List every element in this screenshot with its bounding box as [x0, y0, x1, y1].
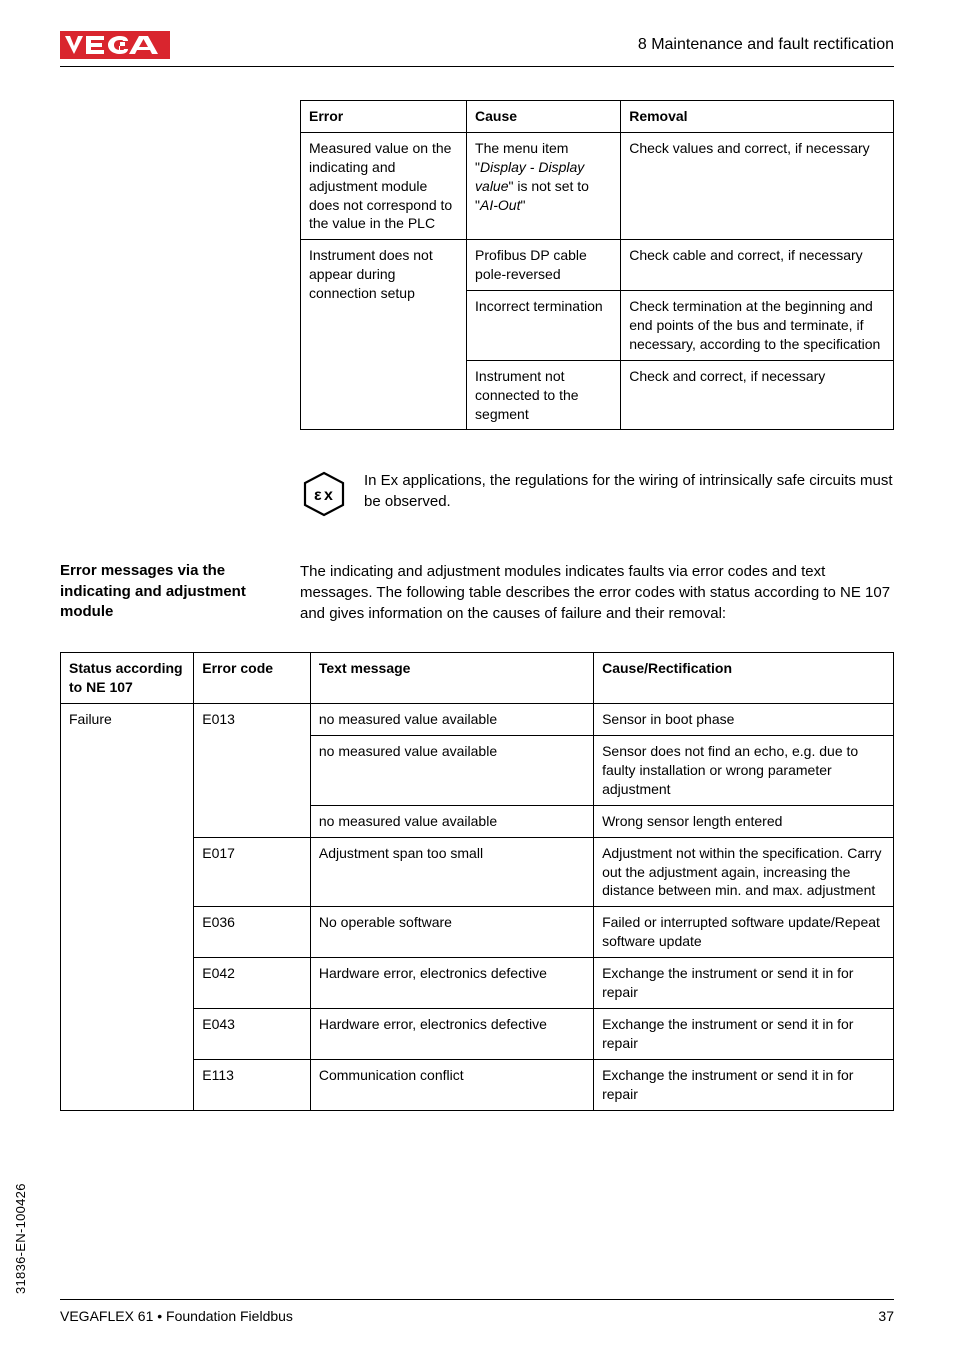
cell-msg: Hardware error, electronics defective — [310, 958, 593, 1009]
ex-note-row: ε x In Ex applications, the regulations … — [300, 470, 894, 521]
footer-page-number: 37 — [878, 1308, 894, 1324]
page-footer: VEGAFLEX 61 • Foundation Fieldbus 37 — [60, 1299, 894, 1324]
cell-rect: Exchange the instrument or send it in fo… — [594, 958, 894, 1009]
footer-left: VEGAFLEX 61 • Foundation Fieldbus — [60, 1308, 293, 1324]
col-code: Error code — [194, 653, 311, 704]
header-rule — [60, 66, 894, 67]
table-row: Failure E013 no measured value available… — [61, 704, 894, 736]
cell-msg: Communication conflict — [310, 1059, 593, 1110]
cell-cause: Instrument not connected to the segment — [467, 360, 621, 430]
footer-rule — [60, 1299, 894, 1300]
cell-msg: no measured value available — [310, 805, 593, 837]
table-row: Measured value on the indicating and adj… — [301, 132, 894, 239]
cell-rect: Exchange the instrument or send it in fo… — [594, 1008, 894, 1059]
cell-rect: Wrong sensor length entered — [594, 805, 894, 837]
status-table-wrap: Status according to NE 107 Error code Te… — [60, 652, 894, 1110]
document-id-sideways: 31836-EN-100426 — [13, 1183, 28, 1294]
cell-rect: Sensor does not find an echo, e.g. due t… — [594, 736, 894, 806]
ex-note-text: In Ex applications, the regulations for … — [364, 470, 894, 512]
col-cause: Cause — [467, 101, 621, 133]
cell-cause: Profibus DP cable pole-reversed — [467, 240, 621, 291]
cell-error: Measured value on the indicating and adj… — [301, 132, 467, 239]
vega-logo-icon — [60, 30, 170, 60]
cell-rect: Failed or interrupted software update/Re… — [594, 907, 894, 958]
cell-msg: Hardware error, electronics defective — [310, 1008, 593, 1059]
svg-text:x: x — [324, 487, 333, 504]
table-header-row: Error Cause Removal — [301, 101, 894, 133]
cell-error: Instrument does not appear during connec… — [301, 240, 467, 430]
col-status: Status according to NE 107 — [61, 653, 194, 704]
cell-cause: The menu item "Display - Display value" … — [467, 132, 621, 239]
page-header: 8 Maintenance and fault rectification — [60, 30, 894, 60]
cell-status: Failure — [61, 704, 194, 1110]
col-error: Error — [301, 101, 467, 133]
cell-msg: no measured value available — [310, 736, 593, 806]
table-row: Instrument does not appear during connec… — [301, 240, 894, 291]
col-msg: Text message — [310, 653, 593, 704]
cell-code: E042 — [194, 958, 311, 1009]
section-row: Error messages via the indicating and ad… — [60, 561, 894, 624]
cell-rect: Adjustment not within the specification.… — [594, 837, 894, 907]
col-removal: Removal — [621, 101, 894, 133]
cell-code: E017 — [194, 837, 311, 907]
cell-msg: Adjustment span too small — [310, 837, 593, 907]
cell-code: E013 — [194, 704, 311, 837]
section-label: Error messages via the indicating and ad… — [60, 561, 280, 624]
cell-removal: Check and correct, if necessary — [621, 360, 894, 430]
cell-removal: Check values and correct, if necessary — [621, 132, 894, 239]
cell-code: E113 — [194, 1059, 311, 1110]
cell-cause: Incorrect termination — [467, 291, 621, 361]
cell-code: E043 — [194, 1008, 311, 1059]
cell-removal: Check termination at the beginning and e… — [621, 291, 894, 361]
cell-msg: No operable software — [310, 907, 593, 958]
section-title: 8 Maintenance and fault rectification — [638, 36, 894, 54]
status-table: Status according to NE 107 Error code Te… — [60, 652, 894, 1110]
table-header-row: Status according to NE 107 Error code Te… — [61, 653, 894, 704]
cell-code: E036 — [194, 907, 311, 958]
page-content: Error Cause Removal Measured value on th… — [60, 100, 894, 1111]
logo — [60, 30, 170, 60]
section-text: The indicating and adjustment modules in… — [300, 561, 894, 624]
cell-rect: Sensor in boot phase — [594, 704, 894, 736]
cell-removal: Check cable and correct, if necessary — [621, 240, 894, 291]
cell-msg: no measured value available — [310, 704, 593, 736]
svg-text:ε: ε — [314, 487, 322, 504]
cell-rect: Exchange the instrument or send it in fo… — [594, 1059, 894, 1110]
ex-hexagon-icon: ε x — [300, 470, 348, 521]
footer-row: VEGAFLEX 61 • Foundation Fieldbus 37 — [60, 1308, 894, 1324]
error-table: Error Cause Removal Measured value on th… — [300, 100, 894, 430]
error-table-wrap: Error Cause Removal Measured value on th… — [300, 100, 894, 430]
col-rect: Cause/Rectification — [594, 653, 894, 704]
